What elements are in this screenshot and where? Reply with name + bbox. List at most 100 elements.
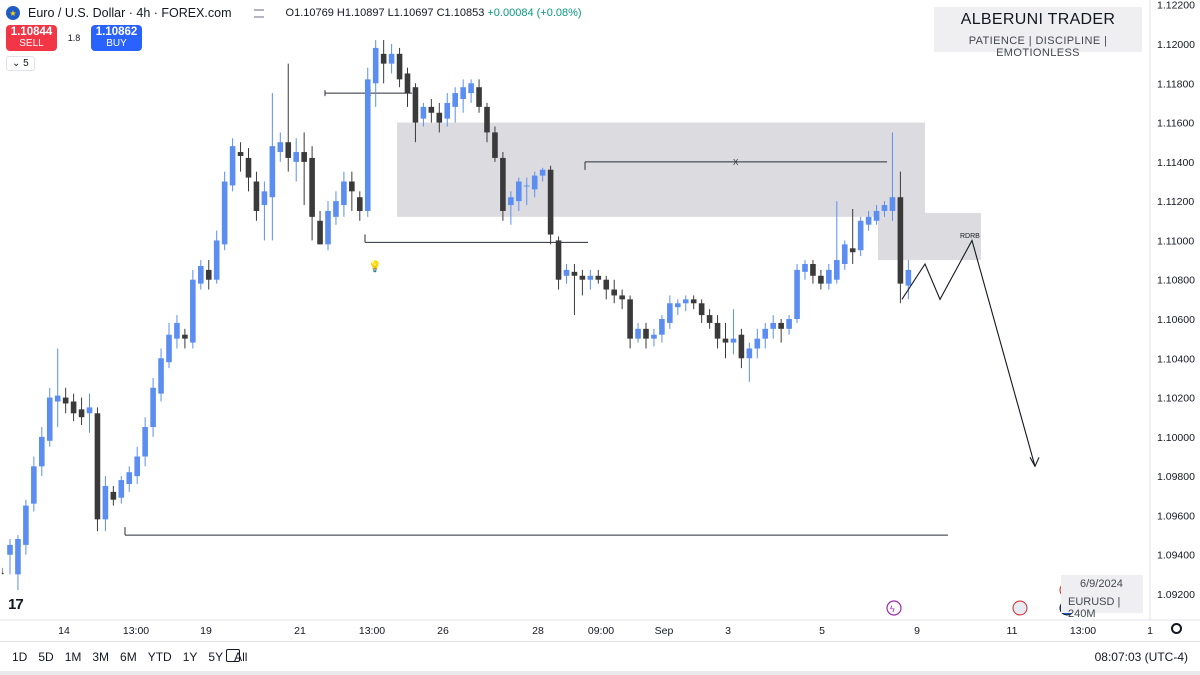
symbol-title[interactable]: Euro / U.S. Dollar · 4h · FOREX.com [28, 6, 232, 20]
candle-body [412, 87, 419, 123]
candle-body [468, 83, 474, 94]
range-6m[interactable]: 6M [120, 650, 137, 664]
x-tick-label: 13:00 [123, 625, 149, 637]
candle-body [333, 201, 339, 217]
buy-price: 1.10862 [95, 26, 138, 38]
candle-body [428, 106, 435, 113]
supply-zone [397, 122, 925, 217]
candle-body [285, 142, 292, 158]
candle-body [603, 279, 610, 290]
candle-body [7, 544, 13, 555]
candle-body [897, 197, 904, 284]
candle-body [476, 87, 482, 107]
candle-body [357, 197, 363, 211]
candle-body [555, 240, 562, 280]
candle-body [722, 338, 729, 343]
candle-body [595, 275, 602, 280]
candle-body [245, 157, 252, 178]
candle-body [213, 240, 220, 280]
candle-body [309, 157, 315, 217]
candle-body [571, 271, 578, 276]
sell-button[interactable]: 1.10844 SELL [6, 25, 57, 51]
y-tick-label: 1.11600 [1157, 118, 1194, 130]
range-ytd[interactable]: YTD [147, 650, 172, 664]
info-date: 6/9/2024 [1080, 578, 1123, 590]
candle-body [372, 47, 379, 84]
candle-body [746, 348, 753, 359]
y-tick-label: 1.10600 [1157, 314, 1195, 326]
x-tick-label: 26 [437, 625, 449, 637]
candle-body [54, 395, 61, 402]
calendar-icon[interactable] [226, 649, 240, 662]
trade-panel: 1.10844 SELL 1.8 1.10862 BUY [6, 25, 142, 51]
symbol-header: ★ Euro / U.S. Dollar · 4h · FOREX.com O1… [6, 6, 582, 20]
x-tick-label: 14 [58, 625, 70, 637]
candle-body [531, 175, 538, 190]
gear-icon[interactable] [1171, 623, 1182, 634]
candle-body [134, 456, 140, 477]
candle-body [587, 275, 594, 280]
candle-body [182, 334, 188, 339]
info-symbol: EURUSD | 240M [1068, 596, 1121, 620]
y-tick-label: 1.09800 [1157, 471, 1195, 483]
candle-body [110, 491, 117, 500]
y-tick-label: 1.11200 [1157, 196, 1194, 208]
candle-body [436, 112, 443, 123]
x-tick-label: Sep [655, 625, 674, 637]
candle-body [166, 334, 172, 363]
candle-body [643, 328, 649, 339]
candle-body [380, 53, 387, 64]
y-tick-label: 1.11400 [1157, 157, 1194, 169]
candle-body [675, 303, 681, 308]
x-tick-label: 21 [294, 625, 306, 637]
ohlc-change: +0.00084 (+0.08%) [487, 7, 582, 19]
buy-button[interactable]: 1.10862 BUY [91, 25, 142, 51]
candle-body [325, 210, 331, 245]
range-1m[interactable]: 1M [64, 650, 82, 664]
collapse-icon[interactable] [253, 8, 264, 18]
candle-body [651, 334, 657, 339]
candle-body [39, 436, 45, 467]
candle-body [881, 205, 888, 211]
range-1d[interactable]: 1D [12, 650, 28, 664]
projection-path [901, 238, 1036, 467]
candle-body [221, 181, 228, 245]
x-tick-label: 5 [819, 625, 825, 637]
candle-body [770, 322, 776, 329]
x-tick-label: 09:00 [588, 625, 614, 637]
range-1y[interactable]: 1Y [182, 650, 198, 664]
price-chart[interactable]: 1.12200 1.12000 1.11800 1.11600 1.11400 1.112… [0, 0, 1200, 641]
candle-body [364, 79, 371, 211]
candle-body [269, 146, 276, 198]
clock-display[interactable]: 08:07:03 (UTC-4) [1094, 650, 1188, 664]
lightbulb-icon: 💡 [368, 260, 382, 273]
candle-body [492, 132, 498, 158]
candle-body [277, 142, 284, 153]
candle-body [94, 413, 101, 520]
sell-label: SELL [19, 38, 44, 49]
candle-body [126, 472, 133, 484]
range-5y[interactable]: 5Y [208, 650, 224, 664]
ohlc-values: O1.10769 H1.10897 L1.10697 C1.10853 +0.0… [286, 7, 582, 19]
candle-body [508, 197, 514, 206]
y-tick-label: 1.10000 [1157, 432, 1195, 444]
candle-body [404, 73, 411, 94]
candle-body [627, 299, 633, 339]
tradingview-logo-icon[interactable]: 17 [8, 596, 24, 613]
y-tick-label: 1.11000 [1157, 235, 1194, 247]
indicator-toggle[interactable]: ⌄ 5 [6, 56, 35, 71]
brand-watermark: ALBERUNI TRADER PATIENCE | DISCIPLINE | … [934, 7, 1142, 59]
range-all[interactable]: All [234, 650, 248, 664]
y-tick-label: 1.10800 [1157, 275, 1195, 287]
range-3m[interactable]: 3M [92, 650, 110, 664]
range-5d[interactable]: 5D [38, 650, 54, 664]
rdrb-zone [878, 212, 981, 261]
x-tick-label: 1 [1147, 625, 1153, 637]
candle-body [70, 401, 77, 414]
x-mark-label: X [733, 158, 739, 167]
candle-body [229, 146, 236, 186]
rdrb-label: RDRB [960, 233, 980, 240]
candle-body [500, 157, 506, 211]
candle-body [714, 322, 721, 339]
x-tick-label: 28 [532, 625, 544, 637]
